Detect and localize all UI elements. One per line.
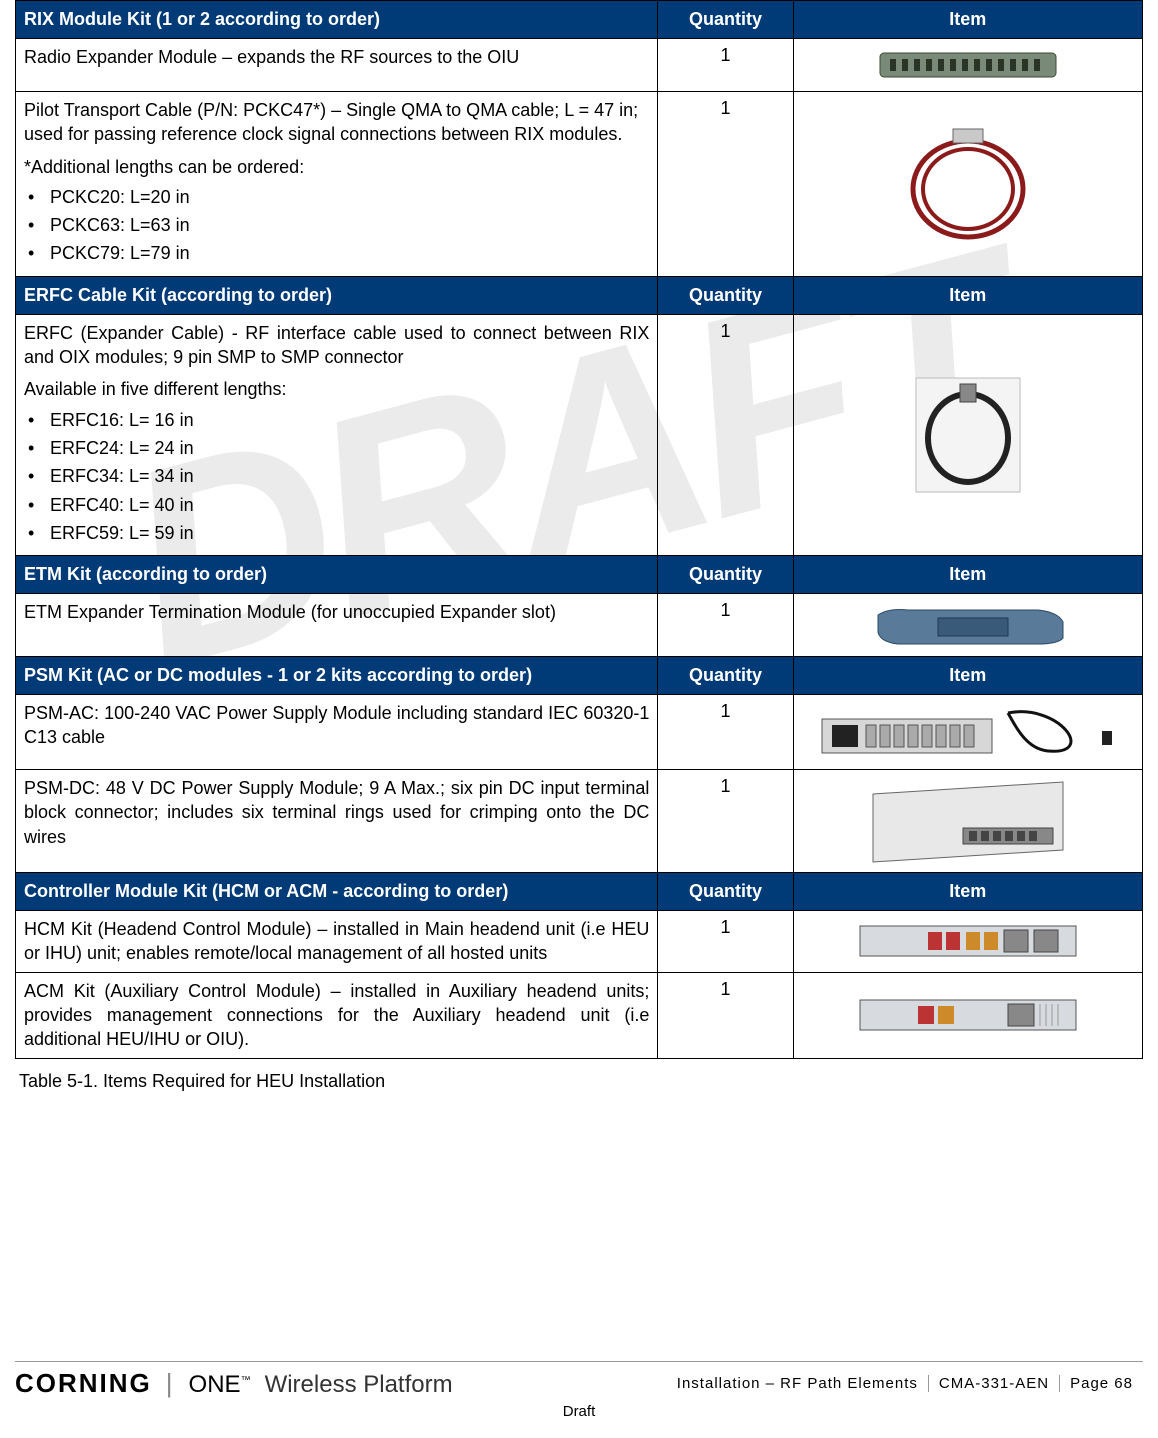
rix-row2-item: [793, 92, 1142, 277]
erfc-row-note: Available in five different lengths:: [24, 377, 649, 401]
list-item: ERFC40: L= 40 in: [28, 493, 649, 517]
page-footer: CORNING | ONE™ Wireless Platform Install…: [15, 1361, 1143, 1420]
erfc-item-hdr: Item: [793, 276, 1142, 314]
brand-one: ONE™: [189, 1371, 251, 1399]
rix-row2-opts: PCKC20: L=20 in PCKC63: L=63 in PCKC79: …: [24, 185, 649, 266]
list-item: PCKC20: L=20 in: [28, 185, 649, 209]
rix-row2-desc: Pilot Transport Cable (P/N: PCKC47*) – S…: [16, 92, 658, 277]
erfc-row-item: [793, 314, 1142, 555]
psm-item-hdr: Item: [793, 657, 1142, 695]
rix-row2-note: *Additional lengths can be ordered:: [24, 155, 649, 179]
etm-row-desc: ETM Expander Termination Module (for uno…: [16, 594, 658, 657]
erfc-qty-hdr: Quantity: [658, 276, 793, 314]
ctrl-item-hdr: Item: [793, 873, 1142, 911]
page-content: RIX Module Kit (1 or 2 according to orde…: [0, 0, 1158, 1438]
footer-section: Installation – RF Path Elements: [667, 1375, 928, 1392]
erfc-title: ERFC Cable Kit (according to order): [16, 276, 658, 314]
etm-row-qty: 1: [658, 594, 793, 657]
rix-row2-main: Pilot Transport Cable (P/N: PCKC47*) – S…: [24, 100, 638, 144]
psm-ac-qty: 1: [658, 695, 793, 770]
psm-dc-item: [793, 770, 1142, 873]
etm-row-item: [793, 594, 1142, 657]
brand-block: CORNING | ONE™ Wireless Platform: [15, 1368, 453, 1399]
ctrl-hcm-qty: 1: [658, 911, 793, 973]
brand-tagline: Wireless Platform: [265, 1371, 453, 1399]
spec-table: RIX Module Kit (1 or 2 according to orde…: [15, 0, 1143, 1059]
list-item: ERFC24: L= 24 in: [28, 436, 649, 460]
rix-qty-hdr: Quantity: [658, 1, 793, 39]
rix-item-hdr: Item: [793, 1, 1142, 39]
psm-qty-hdr: Quantity: [658, 657, 793, 695]
rix-row1-qty: 1: [658, 39, 793, 92]
erfc-row-desc: ERFC (Expander Cable) - RF interface cab…: [16, 314, 658, 555]
cable-coil-icon: [898, 360, 1038, 510]
list-item: ERFC59: L= 59 in: [28, 521, 649, 545]
acm-module-icon: [858, 994, 1078, 1036]
list-item: PCKC63: L=63 in: [28, 213, 649, 237]
list-item: ERFC34: L= 34 in: [28, 464, 649, 488]
psm-ac-item: [793, 695, 1142, 770]
rix-row2-qty: 1: [658, 92, 793, 277]
ctrl-hcm-desc: HCM Kit (Headend Control Module) – insta…: [16, 911, 658, 973]
psm-ac-desc: PSM-AC: 100-240 VAC Power Supply Module …: [16, 695, 658, 770]
footer-page: Page 68: [1059, 1375, 1143, 1392]
erfc-row-qty: 1: [658, 314, 793, 555]
rix-row1-item: [793, 39, 1142, 92]
psm-dc-desc: PSM-DC: 48 V DC Power Supply Module; 9 A…: [16, 770, 658, 873]
list-item: PCKC79: L=79 in: [28, 241, 649, 265]
rix-row1-desc: Radio Expander Module – expands the RF s…: [16, 39, 658, 92]
footer-meta: Installation – RF Path Elements CMA-331-…: [667, 1375, 1143, 1392]
etm-item-hdr: Item: [793, 556, 1142, 594]
rix-title: RIX Module Kit (1 or 2 according to orde…: [16, 1, 658, 39]
etm-module-icon: [868, 600, 1068, 650]
brand-divider: |: [166, 1368, 175, 1399]
etm-title: ETM Kit (according to order): [16, 556, 658, 594]
brand-corning: CORNING: [15, 1368, 152, 1399]
footer-docnum: CMA-331-AEN: [928, 1375, 1059, 1392]
list-item: ERFC16: L= 16 in: [28, 408, 649, 432]
erfc-row-opts: ERFC16: L= 16 in ERFC24: L= 24 in ERFC34…: [24, 408, 649, 545]
ctrl-title: Controller Module Kit (HCM or ACM - acco…: [16, 873, 658, 911]
erfc-row-main: ERFC (Expander Cable) - RF interface cab…: [24, 321, 649, 370]
ctrl-qty-hdr: Quantity: [658, 873, 793, 911]
hcm-module-icon: [858, 920, 1078, 962]
psm-dc-qty: 1: [658, 770, 793, 873]
cable-loop-icon: [893, 119, 1043, 249]
psu-dc-icon: [863, 776, 1073, 866]
ctrl-acm-qty: 1: [658, 972, 793, 1058]
etm-qty-hdr: Quantity: [658, 556, 793, 594]
footer-draft: Draft: [15, 1403, 1143, 1420]
ctrl-acm-desc: ACM Kit (Auxiliary Control Module) – ins…: [16, 972, 658, 1058]
table-caption: Table 5-1. Items Required for HEU Instal…: [19, 1071, 1139, 1092]
ctrl-acm-item: [793, 972, 1142, 1058]
psm-title: PSM Kit (AC or DC modules - 1 or 2 kits …: [16, 657, 658, 695]
ctrl-hcm-item: [793, 911, 1142, 973]
module-icon: [878, 45, 1058, 85]
psu-ac-icon: [818, 701, 1118, 763]
